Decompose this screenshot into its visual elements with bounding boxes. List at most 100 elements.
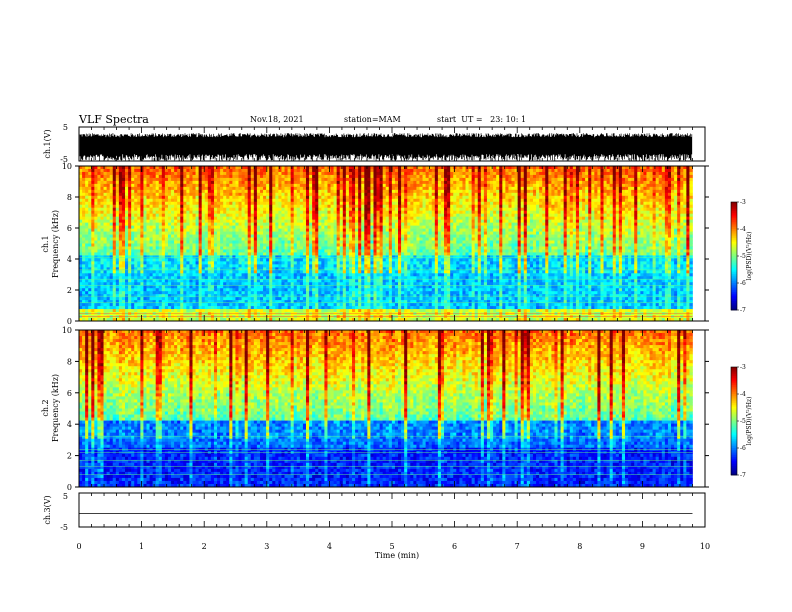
spectrogram-cell [299,210,304,215]
spectrogram-cell [94,198,98,203]
spectrogram-cell [468,216,472,220]
spectrogram-cell [183,166,187,170]
spectrogram-cell [146,195,150,200]
spectrogram-cell [207,237,212,241]
spectrogram-cell [465,189,469,194]
spectrogram-cell [575,228,580,232]
spectrogram-cell [686,225,690,229]
spectrogram-cell [275,180,279,185]
spectrogram-cell [594,198,598,203]
spectrogram-cell [220,210,224,215]
spectrogram-cell [189,225,193,229]
spectrogram-cell [655,195,660,200]
spectrogram-cell [131,210,135,215]
spectrogram-cell [192,177,196,182]
spectrogram-cell [321,210,325,215]
spectrogram-cell [112,183,117,188]
spectrogram-cell [490,219,494,223]
spectrogram-cell [483,228,488,232]
spectrogram-cell [241,166,245,170]
spectrogram-cell [174,186,178,191]
spectrogram-cell [171,198,175,203]
spectrogram-cell [302,183,307,188]
spectrogram-cell [422,222,426,226]
spectrogram-cell [413,222,417,226]
spectrogram-cell [437,204,442,209]
spectrogram-cell [91,168,95,173]
spectrogram-cell [652,234,657,238]
spectrogram-cell [388,234,393,238]
spectrogram-cell [450,192,454,197]
spectrogram-cell [315,192,319,197]
date-label: Nov.18, 2021 [250,115,304,124]
spectrogram-cell [594,189,598,194]
spectrogram-cell [382,195,387,200]
spectrogram-cell [671,192,675,197]
spectrogram-cell [560,219,564,223]
spectrogram-cell [226,210,230,215]
spectrogram-cell [284,198,288,203]
spectrogram-cell [352,231,356,235]
spectrogram-cell [125,180,129,185]
spectrogram-cell [324,195,328,200]
spectrogram-cell [149,177,153,182]
spectrogram-cell [352,183,356,188]
spectrogram-cell [342,168,347,173]
spectrogram-cell [637,166,641,170]
spectrogram-cell [118,177,123,182]
spectrogram-cell [398,204,402,209]
spectrogram-cell [158,204,163,209]
spectrogram-cell [364,204,368,209]
spectrogram-cell [664,183,669,188]
spectrogram-cell [284,210,288,215]
spectrogram-cell [180,228,184,232]
spectrogram-cell [263,204,267,209]
spectrogram-cell [569,180,574,185]
spectrogram-cell [327,192,331,197]
spectrogram-cell [318,237,322,241]
spectrogram-cell [523,183,528,188]
spectrogram-cell [425,213,430,218]
spectrogram-cell [634,216,638,220]
spectrogram-cell [545,222,549,226]
spectrogram-cell [198,186,203,191]
spectrogram-cell [413,180,417,185]
spectrogram-cell [566,177,571,182]
spectrogram-cell [158,168,163,173]
spectrogram-cell [664,198,669,203]
spectrogram-cell [220,213,224,218]
spectrogram-cell [680,195,684,200]
spectrogram-cell [269,213,273,218]
spectrogram-cell [134,189,138,194]
spectrogram-cell [91,177,95,182]
spectrogram-cell [502,204,506,209]
spectrogram-cell [486,213,491,218]
spectrogram-cell [315,189,319,194]
spectrogram-cell [379,183,384,188]
spectrogram-cell [511,210,515,215]
spectrogram-cell [336,177,341,182]
spectrogram-cell [401,216,405,220]
spectrogram-cell [594,174,598,179]
spectrogram-cell [536,186,540,191]
spectrogram-cell [161,225,166,229]
spectrogram-cell [299,171,304,176]
spectrogram-cell [612,228,617,232]
spectrogram-cell [459,186,463,191]
spectrogram-cell [505,171,509,176]
spectrogram-cell [192,183,196,188]
spectrogram-cell [551,171,555,176]
spectrogram-cell [532,195,537,200]
spectrogram-cell [217,195,221,200]
spectrogram-cell [183,207,187,212]
spectrogram-cell [431,219,436,223]
spectrogram-cell [597,237,601,241]
spectrogram-cell [413,168,417,173]
spectrogram-cell [677,225,681,229]
spectrogram-cell [465,225,469,229]
spectrogram-cell [634,171,638,176]
spectrogram-cell [523,180,528,185]
spectrogram-cell [683,204,687,209]
spectrogram-cell [551,174,555,179]
spectrogram-cell [671,222,675,226]
